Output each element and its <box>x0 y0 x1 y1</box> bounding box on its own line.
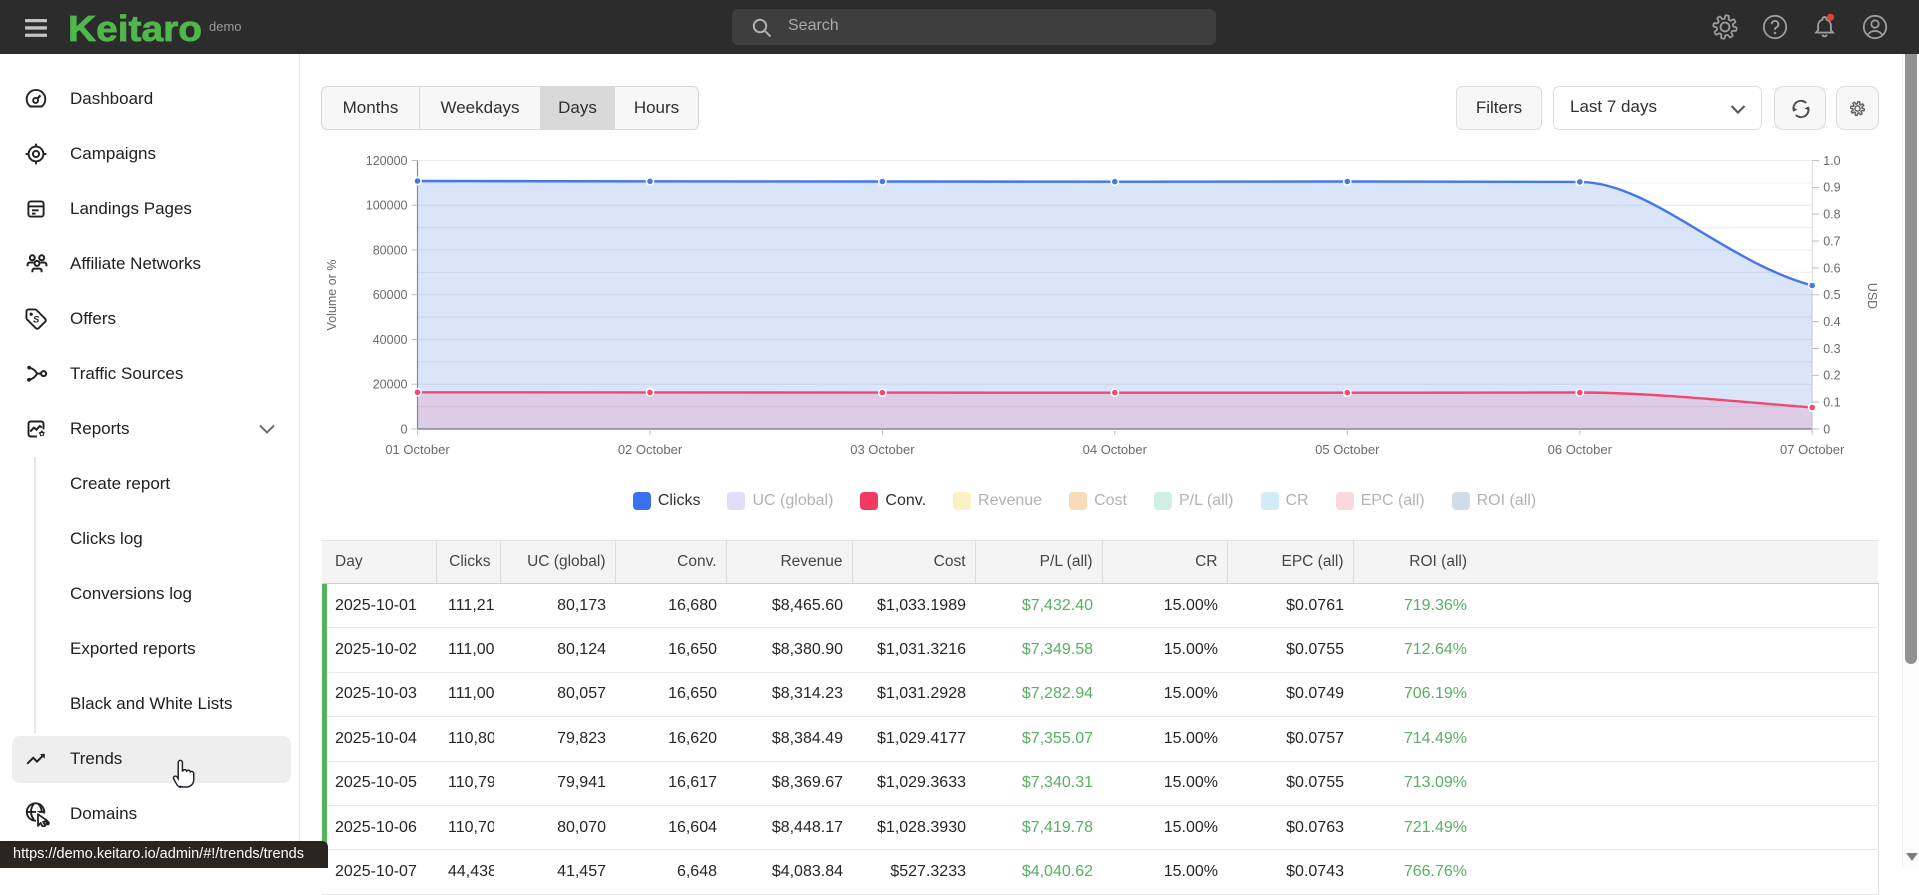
svg-text:1.0: 1.0 <box>1823 154 1840 168</box>
svg-text:0.1: 0.1 <box>1823 396 1840 410</box>
svg-text:0.6: 0.6 <box>1823 261 1840 275</box>
svg-text:02 October: 02 October <box>618 442 683 457</box>
svg-text:0: 0 <box>1823 422 1830 436</box>
svg-text:01 October: 01 October <box>385 442 450 457</box>
svg-text:100000: 100000 <box>366 199 408 213</box>
svg-text:04 October: 04 October <box>1083 442 1148 457</box>
svg-text:80000: 80000 <box>373 243 408 257</box>
svg-text:Volume or %: Volume or % <box>325 260 339 331</box>
svg-text:0.2: 0.2 <box>1823 369 1840 383</box>
svg-text:0: 0 <box>401 422 408 436</box>
svg-text:06 October: 06 October <box>1548 442 1613 457</box>
svg-text:20000: 20000 <box>373 378 408 392</box>
svg-text:03 October: 03 October <box>850 442 915 457</box>
svg-text:05 October: 05 October <box>1315 442 1380 457</box>
svg-text:USD: USD <box>1865 283 1879 309</box>
svg-text:0.7: 0.7 <box>1823 234 1840 248</box>
svg-text:0.4: 0.4 <box>1823 315 1840 329</box>
svg-text:07 October: 07 October <box>1780 442 1845 457</box>
svg-text:40000: 40000 <box>373 333 408 347</box>
svg-text:0.5: 0.5 <box>1823 288 1840 302</box>
svg-text:60000: 60000 <box>373 288 408 302</box>
svg-text:120000: 120000 <box>366 154 408 168</box>
svg-text:0.9: 0.9 <box>1823 181 1840 195</box>
svg-text:0.3: 0.3 <box>1823 342 1840 356</box>
svg-text:S: S <box>33 314 40 325</box>
svg-text:0.8: 0.8 <box>1823 208 1840 222</box>
